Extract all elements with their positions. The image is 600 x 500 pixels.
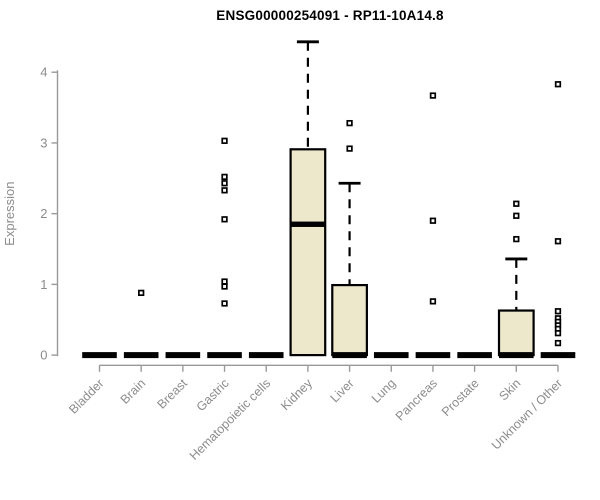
median-line-hematopoietic-cells [248, 352, 284, 359]
outlier-point-gastric [221, 300, 228, 307]
median-line-bladder [82, 352, 117, 359]
outlier-point-brain [138, 289, 145, 297]
box-skin [497, 309, 535, 357]
x-category-label-prostate: Prostate [439, 376, 482, 419]
x-category-label-bladder: Bladder [66, 376, 106, 416]
median-line-pancreas [415, 352, 451, 359]
outlier-point-skin [513, 200, 520, 207]
outlier-point-skin [513, 235, 520, 243]
box-kidney [289, 148, 327, 357]
x-category-label-brain: Brain [118, 376, 149, 407]
median-line-prostate [457, 352, 492, 359]
x-category-label-unknown-other: Unknown / Other [489, 376, 565, 452]
outlier-point-gastric [221, 216, 228, 223]
x-category-label-skin: Skin [496, 376, 523, 403]
chart-title: ENSG00000254091 - RP11-10A14.8 [216, 8, 444, 23]
y-tick-label: 0 [40, 348, 47, 363]
x-category-label-gastric: Gastric [194, 376, 232, 414]
x-category-label-liver: Liver [328, 376, 357, 405]
outlier-point-unknown-other [554, 339, 562, 347]
outlier-point-pancreas [429, 92, 437, 99]
x-category-label-breast: Breast [155, 376, 191, 412]
median-line-brain [123, 352, 159, 359]
outlier-point-liver [346, 119, 353, 127]
median-line-unknown-other [540, 352, 576, 359]
x-category-label-hematopoietic-cells: Hematopoietic cells [187, 376, 274, 463]
y-tick-label: 1 [40, 277, 47, 292]
y-tick-label: 2 [40, 206, 47, 221]
y-tick-label: 4 [40, 65, 47, 80]
outlier-point-unknown-other [554, 81, 562, 88]
outlier-point-gastric [221, 137, 228, 144]
outlier-point-unknown-other [554, 330, 562, 337]
median-line-liver [332, 352, 367, 359]
median-line-skin [499, 352, 534, 359]
median-line-gastric [207, 352, 242, 359]
median-line-breast [165, 352, 201, 359]
median-line-kidney [290, 221, 326, 227]
y-axis-title: Expression [2, 182, 17, 246]
outlier-point-gastric [221, 283, 228, 290]
outlier-point-pancreas [429, 217, 437, 224]
x-category-label-kidney: Kidney [278, 376, 315, 413]
outlier-point-pancreas [429, 298, 437, 305]
median-line-lung [373, 352, 409, 359]
x-category-label-lung: Lung [369, 376, 399, 406]
outlier-point-gastric [221, 173, 228, 181]
outlier-point-gastric [221, 187, 228, 194]
box-liver [331, 283, 368, 357]
x-category-label-pancreas: Pancreas [393, 376, 440, 423]
outlier-point-unknown-other [554, 238, 562, 245]
outlier-point-unknown-other [554, 308, 562, 315]
y-tick-label: 3 [40, 135, 47, 150]
outlier-point-liver [346, 145, 353, 152]
outlier-point-gastric [221, 278, 228, 285]
outlier-point-skin [513, 212, 520, 219]
outlier-point-gastric [221, 180, 228, 187]
